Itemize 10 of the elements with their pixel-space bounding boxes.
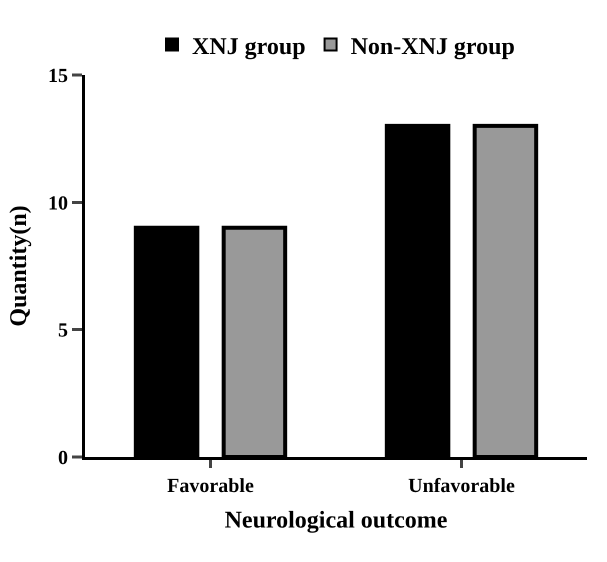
y-tick-label: 5 xyxy=(58,320,68,342)
y-tick-label: 0 xyxy=(58,447,68,469)
y-tick-label: 10 xyxy=(48,192,68,214)
legend-label: XNJ group xyxy=(192,34,306,60)
x-axis-title: Neurological outcome xyxy=(224,507,448,534)
y-axis-title: Quantity(n) xyxy=(6,205,32,327)
legend-label: Non-XNJ group xyxy=(350,34,515,60)
x-tick-label: Favorable xyxy=(167,475,254,497)
x-tick-label: Unfavorable xyxy=(408,475,515,497)
y-tick-label: 15 xyxy=(48,65,68,87)
